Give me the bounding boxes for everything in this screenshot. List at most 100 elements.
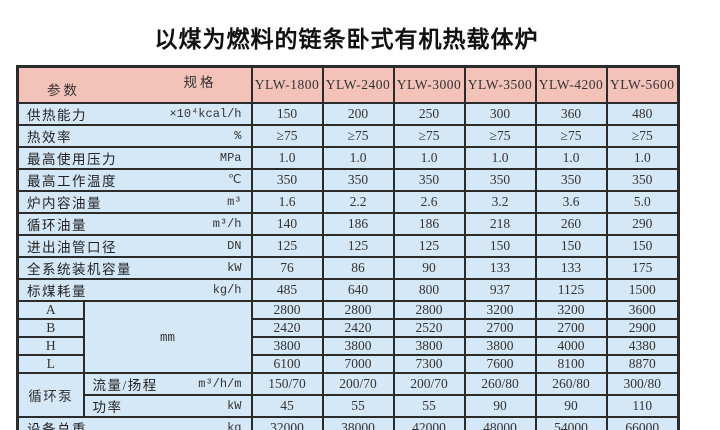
row-dim-l: L 6100 7000 7300 7600 8100 8870 — [16, 353, 680, 374]
value-cell: ≥75 — [392, 123, 466, 148]
value-cell: 125 — [321, 233, 395, 258]
value-cell: 480 — [605, 101, 680, 126]
value-cell: 3200 — [463, 299, 537, 320]
value-cell: 90 — [534, 393, 608, 418]
corner-spec-label: 规格 — [183, 75, 217, 90]
value-cell: 1.0 — [463, 145, 537, 170]
value-cell: 2700 — [534, 317, 608, 338]
param-unit: kW — [227, 398, 242, 413]
value-cell: 8870 — [605, 353, 680, 374]
row-pump-flow-head: 循环泵 流量/扬程 m³/h/m 150/70 200/70 200/70 26… — [16, 371, 680, 418]
dim-letter: H — [16, 335, 85, 356]
row-dim-b: B 2420 2420 2520 2700 2700 2900 — [16, 317, 680, 338]
param-unit: ℃ — [228, 173, 242, 187]
value-cell: 48000 — [463, 415, 537, 430]
value-cell: 133 — [534, 255, 608, 280]
value-cell: 350 — [534, 167, 608, 192]
row-dim-a: A mm 2800 2800 2800 3200 3200 3600 — [16, 299, 680, 374]
param-name: 循环油量 — [27, 217, 87, 233]
model-header: YLW-4200 — [534, 65, 608, 104]
value-cell: 55 — [392, 393, 466, 418]
value-cell: 2900 — [605, 317, 680, 338]
value-cell: 186 — [321, 211, 395, 236]
value-cell: 3.2 — [463, 189, 537, 214]
value-cell: 350 — [392, 167, 466, 192]
value-cell: 1500 — [605, 277, 680, 302]
value-cell: 76 — [250, 255, 324, 280]
value-cell: 150 — [250, 101, 324, 126]
value-cell: 175 — [605, 255, 680, 280]
param-name: 标煤耗量 — [27, 283, 87, 299]
row-circulating-oil-flow: 循环油量 m³/h 140 186 186 218 260 290 — [16, 211, 680, 236]
corner-cell: 规格 参数 — [16, 65, 253, 104]
dim-letter: L — [16, 353, 85, 374]
value-cell: 3600 — [605, 299, 680, 320]
value-cell: 260 — [534, 211, 608, 236]
value-cell: 7000 — [321, 353, 395, 374]
model-header: YLW-2400 — [321, 65, 395, 104]
value-cell: 54000 — [534, 415, 608, 430]
value-cell: 5.0 — [605, 189, 680, 214]
value-cell: 4380 — [605, 335, 680, 356]
dim-letter: B — [16, 317, 85, 338]
value-cell: 350 — [463, 167, 537, 192]
value-cell: 42000 — [392, 415, 466, 430]
value-cell: 1.0 — [321, 145, 395, 170]
value-cell: 1.0 — [605, 145, 680, 170]
value-cell: 8100 — [534, 353, 608, 374]
value-cell: 90 — [392, 255, 466, 280]
value-cell: 45 — [250, 393, 324, 418]
value-cell: ≥75 — [463, 123, 537, 148]
value-cell: 186 — [392, 211, 466, 236]
value-cell: 125 — [392, 233, 466, 258]
value-cell: 38000 — [321, 415, 395, 430]
param-unit: DN — [227, 238, 242, 253]
row-pipe-diameter: 进出油管口径 DN 125 125 125 150 150 150 — [16, 233, 680, 258]
row-total-weight: 设备总重 kg 32000 38000 42000 48000 54000 66… — [16, 415, 680, 430]
value-cell: 140 — [250, 211, 324, 236]
param-unit: m³/h — [212, 216, 242, 231]
value-cell: ≥75 — [321, 123, 395, 148]
corner-param-label: 参数 — [47, 82, 80, 98]
value-cell: 218 — [463, 211, 537, 236]
model-header: YLW-5600 — [605, 65, 680, 104]
page-title: 以煤为燃料的链条卧式有机热载体炉 — [154, 26, 539, 52]
value-cell: 290 — [605, 211, 680, 236]
value-cell: 2.2 — [321, 189, 395, 214]
value-cell: 150 — [463, 233, 537, 258]
dim-letter: A — [16, 299, 85, 320]
value-cell: 3800 — [250, 335, 324, 356]
dim-unit-cell: mm — [82, 299, 253, 374]
row-thermal-efficiency: 热效率 % ≥75 ≥75 ≥75 ≥75 ≥75 ≥75 — [16, 123, 680, 148]
value-cell: 1.0 — [534, 145, 608, 170]
value-cell: 110 — [605, 393, 680, 418]
value-cell: 2420 — [321, 317, 395, 338]
value-cell: 7300 — [392, 353, 466, 374]
value-cell: 7600 — [463, 353, 537, 374]
row-coal-consumption: 标煤耗量 kg/h 485 640 800 937 1125 1500 — [16, 277, 680, 302]
param-name: 热效率 — [27, 129, 72, 145]
value-cell: 360 — [534, 101, 608, 126]
value-cell: 2800 — [321, 299, 395, 320]
value-cell: 350 — [605, 167, 680, 192]
param-name: 流量/扬程 — [92, 377, 158, 393]
table-header-row: 规格 参数 YLW-1800 YLW-2400 YLW-3000 YLW-350… — [16, 65, 680, 104]
dim-unit: mm — [159, 330, 175, 345]
value-cell: 55 — [321, 393, 395, 418]
param-unit: m³/h/m — [198, 376, 242, 391]
pump-label: 循环泵 — [16, 371, 85, 418]
value-cell: 260/80 — [463, 371, 537, 396]
value-cell: 2700 — [463, 317, 537, 338]
param-unit: % — [234, 128, 242, 143]
value-cell: 150 — [605, 233, 680, 258]
param-unit: kg — [227, 420, 242, 430]
value-cell: 2800 — [250, 299, 324, 320]
value-cell: 6100 — [250, 353, 324, 374]
value-cell: 2520 — [392, 317, 466, 338]
row-max-temperature: 最高工作温度 ℃ 350 350 350 350 350 350 — [16, 167, 680, 192]
param-name: 全系统装机容量 — [27, 261, 132, 277]
value-cell: 90 — [463, 393, 537, 418]
value-cell: 150/70 — [250, 371, 324, 396]
param-unit: kW — [227, 260, 242, 275]
value-cell: 3200 — [534, 299, 608, 320]
